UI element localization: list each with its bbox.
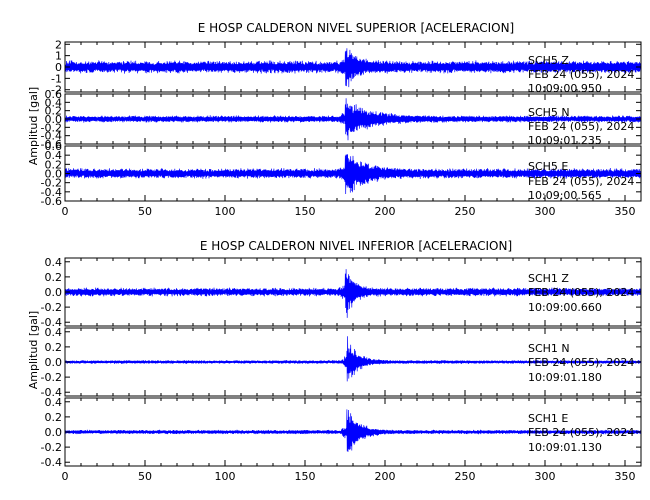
- waveform-trace: [64, 269, 642, 318]
- y-tick-label: 0.4: [45, 326, 63, 339]
- x-tick-label: 250: [455, 205, 476, 218]
- channel-date: FEB 24 (055), 2024: [528, 286, 634, 299]
- y-tick-label: -0.4: [41, 130, 62, 143]
- x-tick-label: 150: [295, 470, 316, 483]
- y-tick-label: 0.0: [45, 113, 63, 126]
- lower-x-axis: 0 50 100 150 200 250 300 350: [62, 470, 636, 483]
- channel-time: 10:09:01.235: [528, 134, 602, 147]
- y-tick-label: 2: [55, 38, 62, 51]
- waveform-trace: [64, 98, 642, 141]
- y-tick-label: -0.4: [41, 456, 62, 469]
- y-tick-label: 1: [55, 50, 62, 63]
- upper-chart-title: E HOSP CALDERON NIVEL SUPERIOR [ACELERAC…: [198, 21, 514, 35]
- waveform-trace: [64, 154, 642, 195]
- y-tick-label: -1: [51, 72, 62, 85]
- upper-x-axis: 0 50 100 150 200 250 300 350: [62, 205, 636, 218]
- panel-sch1-z: SCH1 Z FEB 24 (055), 2024 10:09:00.660 0…: [41, 256, 642, 329]
- lower-chart-title: E HOSP CALDERON NIVEL INFERIOR [ACELERAC…: [200, 239, 512, 253]
- x-tick-label: 300: [535, 470, 556, 483]
- x-tick-label: 50: [138, 205, 152, 218]
- channel-label: SCH1 N: [528, 342, 570, 355]
- channel-date: FEB 24 (055), 2024: [528, 120, 634, 133]
- channel-date: FEB 24 (055), 2024: [528, 356, 634, 369]
- y-tick-label: 0.0: [45, 356, 63, 369]
- channel-label: SCH1 Z: [528, 272, 569, 285]
- panel-sch5-n: SCH5 N FEB 24 (055), 2024 10:09:01.235 0…: [41, 88, 642, 151]
- y-tick-label: -0.2: [41, 177, 62, 190]
- x-tick-label: 0: [62, 205, 69, 218]
- channel-time: 10:09:00.565: [528, 189, 602, 202]
- channel-label: SCH1 E: [528, 412, 568, 425]
- y-tick-label: -0.4: [41, 316, 62, 329]
- x-tick-label: 350: [615, 470, 636, 483]
- y-tick-label: 0.2: [45, 271, 63, 284]
- channel-time: 10:09:01.130: [528, 441, 602, 454]
- x-tick-label: 150: [295, 205, 316, 218]
- y-tick-label: 0.6: [45, 140, 63, 153]
- y-tick-label: -0.4: [41, 186, 62, 199]
- y-tick-label: -0.4: [41, 386, 62, 399]
- y-tick-label: -2: [51, 84, 62, 97]
- y-tick-label: -0.6: [41, 138, 62, 151]
- y-tick-label: -0.2: [41, 121, 62, 134]
- upper-y-axis-label: Amplitud [gal]: [27, 87, 40, 165]
- channel-date: FEB 24 (055), 2024: [528, 68, 634, 81]
- waveform-trace: [64, 336, 642, 382]
- y-tick-label: 0.0: [45, 426, 63, 439]
- waveform-trace: [64, 409, 642, 452]
- channel-date: FEB 24 (055), 2024: [528, 426, 634, 439]
- y-tick-label: 0.4: [45, 149, 63, 162]
- y-tick-label: 0.2: [45, 105, 63, 118]
- y-tick-label: 0.0: [45, 168, 63, 181]
- x-tick-label: 350: [615, 205, 636, 218]
- x-tick-label: 100: [215, 470, 236, 483]
- x-tick-label: 200: [375, 470, 396, 483]
- lower-y-axis-label: Amplitud [gal]: [27, 311, 40, 389]
- x-tick-label: 100: [215, 205, 236, 218]
- y-tick-label: 0.4: [45, 256, 63, 269]
- channel-time: 10:09:01.180: [528, 371, 602, 384]
- channel-label: SCH5 Z: [528, 54, 569, 67]
- channel-label: SCH5 N: [528, 106, 570, 119]
- y-tick-label: -0.2: [41, 301, 62, 314]
- channel-time: 10:09:00.950: [528, 82, 602, 95]
- channel-date: FEB 24 (055), 2024: [528, 175, 634, 188]
- y-tick-label: 0.2: [45, 411, 63, 424]
- y-tick-label: 0.2: [45, 158, 63, 171]
- x-tick-label: 250: [455, 470, 476, 483]
- y-tick-label: 0.0: [45, 286, 63, 299]
- y-tick-label: -0.2: [41, 441, 62, 454]
- channel-time: 10:09:00.660: [528, 301, 602, 314]
- waveform-trace: [64, 48, 642, 88]
- x-tick-label: 200: [375, 205, 396, 218]
- panel-sch5-e: SCH5 E FEB 24 (055), 2024 10:09:00.565 0…: [41, 140, 642, 208]
- y-tick-label: 0.6: [45, 88, 63, 101]
- channel-label: SCH5 E: [528, 160, 568, 173]
- panel-sch1-n: SCH1 N FEB 24 (055), 2024 10:09:01.180 0…: [41, 326, 642, 399]
- panel-sch5-z: SCH5 Z FEB 24 (055), 2024 10:09:00.950 2…: [51, 38, 642, 97]
- x-tick-label: 300: [535, 205, 556, 218]
- y-tick-label: 0.4: [45, 396, 63, 409]
- x-tick-label: 0: [62, 470, 69, 483]
- y-tick-label: 0.4: [45, 96, 63, 109]
- y-tick-label: 0.2: [45, 341, 63, 354]
- y-tick-label: -0.2: [41, 371, 62, 384]
- y-tick-label: 0: [55, 61, 62, 74]
- x-tick-label: 50: [138, 470, 152, 483]
- y-tick-label: -0.6: [41, 195, 62, 208]
- panel-sch1-e: SCH1 E FEB 24 (055), 2024 10:09:01.130 0…: [41, 396, 642, 469]
